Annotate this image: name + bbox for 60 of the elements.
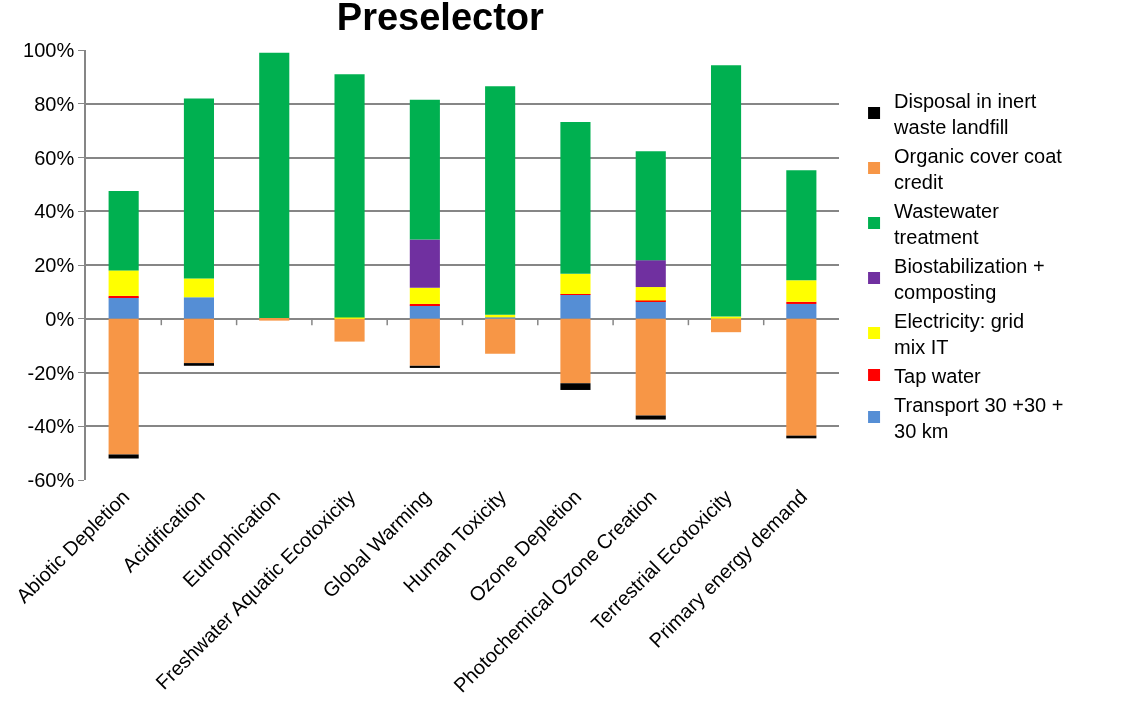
bar	[786, 318, 817, 436]
bar	[409, 305, 440, 319]
legend-label: Transport 30 +30 + 30 km	[894, 393, 1064, 442]
y-tick-label: -60%	[27, 469, 75, 491]
bar	[560, 122, 591, 274]
bar	[409, 303, 440, 306]
y-tick-label: 60%	[34, 146, 75, 169]
bar	[560, 383, 591, 390]
y-tick-label: 0%	[45, 307, 75, 330]
bar	[786, 170, 817, 281]
bar	[710, 316, 742, 319]
bar	[786, 301, 817, 304]
bar	[183, 318, 215, 364]
bar	[635, 301, 666, 319]
bar	[560, 318, 591, 384]
bar	[259, 52, 290, 319]
y-tick-label: 40%	[34, 200, 75, 223]
bar	[786, 280, 817, 302]
bar	[108, 297, 139, 319]
y-tick-label: 100%	[23, 39, 75, 61]
y-tick-label: -20%	[27, 361, 75, 384]
chart-title: Preselector	[336, 0, 545, 39]
bar	[409, 99, 440, 240]
bar	[409, 318, 440, 366]
bar	[108, 191, 139, 271]
bar	[183, 278, 215, 298]
legend-label: Organic cover coat credit	[894, 144, 1063, 193]
y-tick-label: 80%	[34, 92, 75, 115]
bar	[710, 65, 742, 317]
bar	[334, 74, 365, 318]
bar	[635, 151, 666, 261]
bar	[635, 415, 666, 420]
legend-label: Wastewater treatment	[894, 199, 1000, 248]
bar	[183, 297, 215, 319]
y-tick-label: -40%	[27, 415, 75, 438]
bar	[108, 318, 139, 455]
bar	[108, 454, 139, 459]
bar	[259, 318, 290, 321]
bar	[108, 270, 139, 296]
bar	[409, 365, 440, 368]
bar	[786, 303, 817, 319]
bar	[183, 98, 215, 279]
legend-label: Electricity: grid mix IT	[894, 309, 1025, 358]
bar	[635, 260, 666, 288]
legend-label: Disposal in inert waste landfill	[893, 89, 1037, 138]
y-tick-label: 20%	[34, 254, 75, 276]
bar	[560, 273, 591, 295]
bar	[409, 287, 440, 304]
bar	[635, 287, 666, 301]
legend-label: Tap water	[894, 364, 982, 387]
legend-label: Biostabilization + composting	[894, 254, 1045, 303]
bar	[485, 86, 516, 315]
bar	[183, 363, 215, 366]
bar	[635, 318, 666, 416]
bar	[560, 294, 591, 319]
bar	[409, 239, 440, 288]
bar	[485, 318, 516, 354]
bar	[108, 295, 139, 298]
bar	[710, 318, 742, 333]
bar	[334, 318, 365, 342]
